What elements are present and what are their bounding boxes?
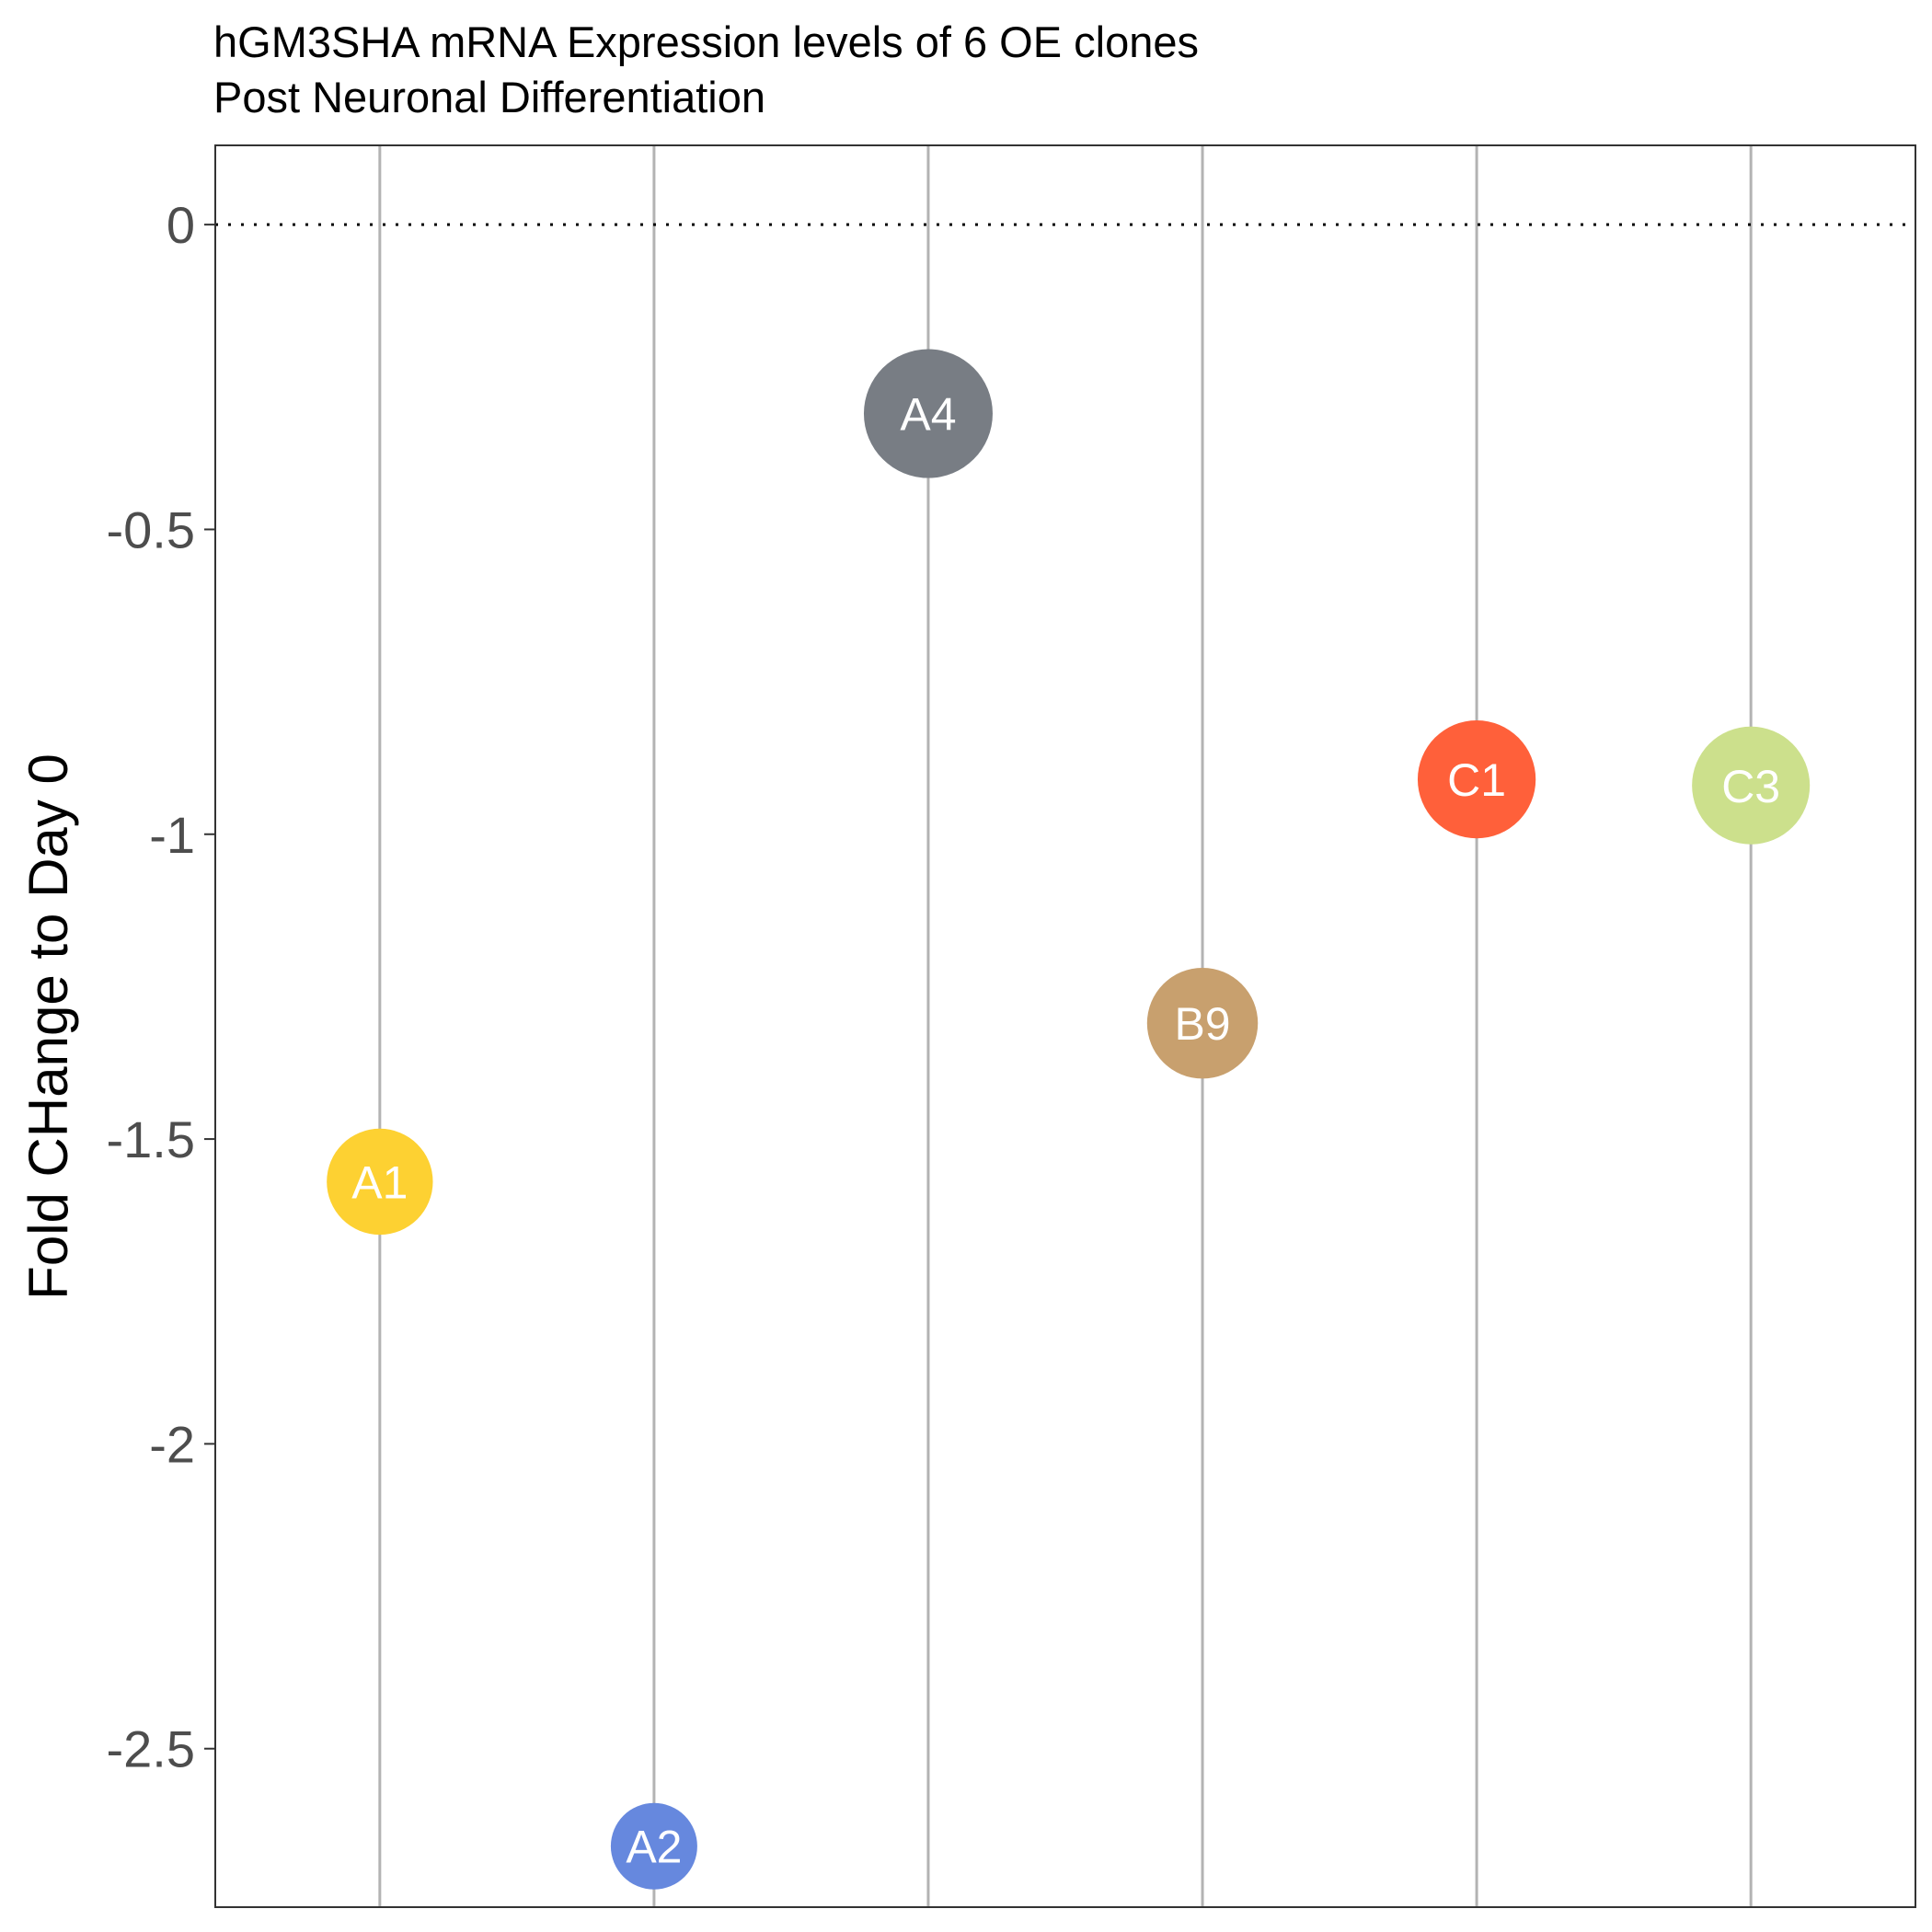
plot-panel-border — [214, 144, 1916, 1908]
point-label: A2 — [626, 1822, 682, 1873]
point-marker — [1692, 726, 1811, 845]
point-marker — [610, 1802, 697, 1890]
y-tick-label: 0 — [167, 196, 195, 254]
point-marker — [327, 1128, 433, 1236]
point-marker — [863, 349, 993, 478]
point-marker — [1417, 720, 1536, 839]
point-layer: A1 A2 A4 B9 C1 C3 — [327, 349, 1811, 1890]
y-tick-label: -0.5 — [107, 500, 196, 558]
point-label: A4 — [900, 389, 956, 441]
y-tick-label: -2.5 — [107, 1720, 196, 1778]
data-point-a2: A2 — [610, 1802, 697, 1890]
data-point-a4: A4 — [863, 349, 993, 478]
data-point-a1: A1 — [327, 1128, 433, 1236]
chart-subtitle: Post Neuronal Differentiation — [213, 73, 766, 121]
y-tick-label: -1 — [149, 806, 195, 864]
tick-layer: 0 -0.5 -1 -1.5 -2 -2.5 — [107, 196, 215, 1778]
chart-title: hGM3SHA mRNA Expression levels of 6 OE c… — [213, 17, 1199, 66]
point-label: B9 — [1174, 998, 1230, 1050]
data-point-c1: C1 — [1417, 720, 1536, 839]
y-tick-label: -1.5 — [107, 1110, 196, 1168]
data-point-b9: B9 — [1146, 967, 1259, 1079]
point-label: C1 — [1447, 754, 1506, 806]
point-label: A1 — [351, 1156, 408, 1208]
grid-layer — [378, 145, 1753, 1907]
data-point-c3: C3 — [1692, 726, 1811, 845]
point-label: C3 — [1721, 761, 1780, 812]
y-axis-label: Fold CHange to Day 0 — [17, 753, 79, 1300]
y-tick-label: -2 — [149, 1415, 195, 1473]
point-marker — [1146, 967, 1259, 1079]
